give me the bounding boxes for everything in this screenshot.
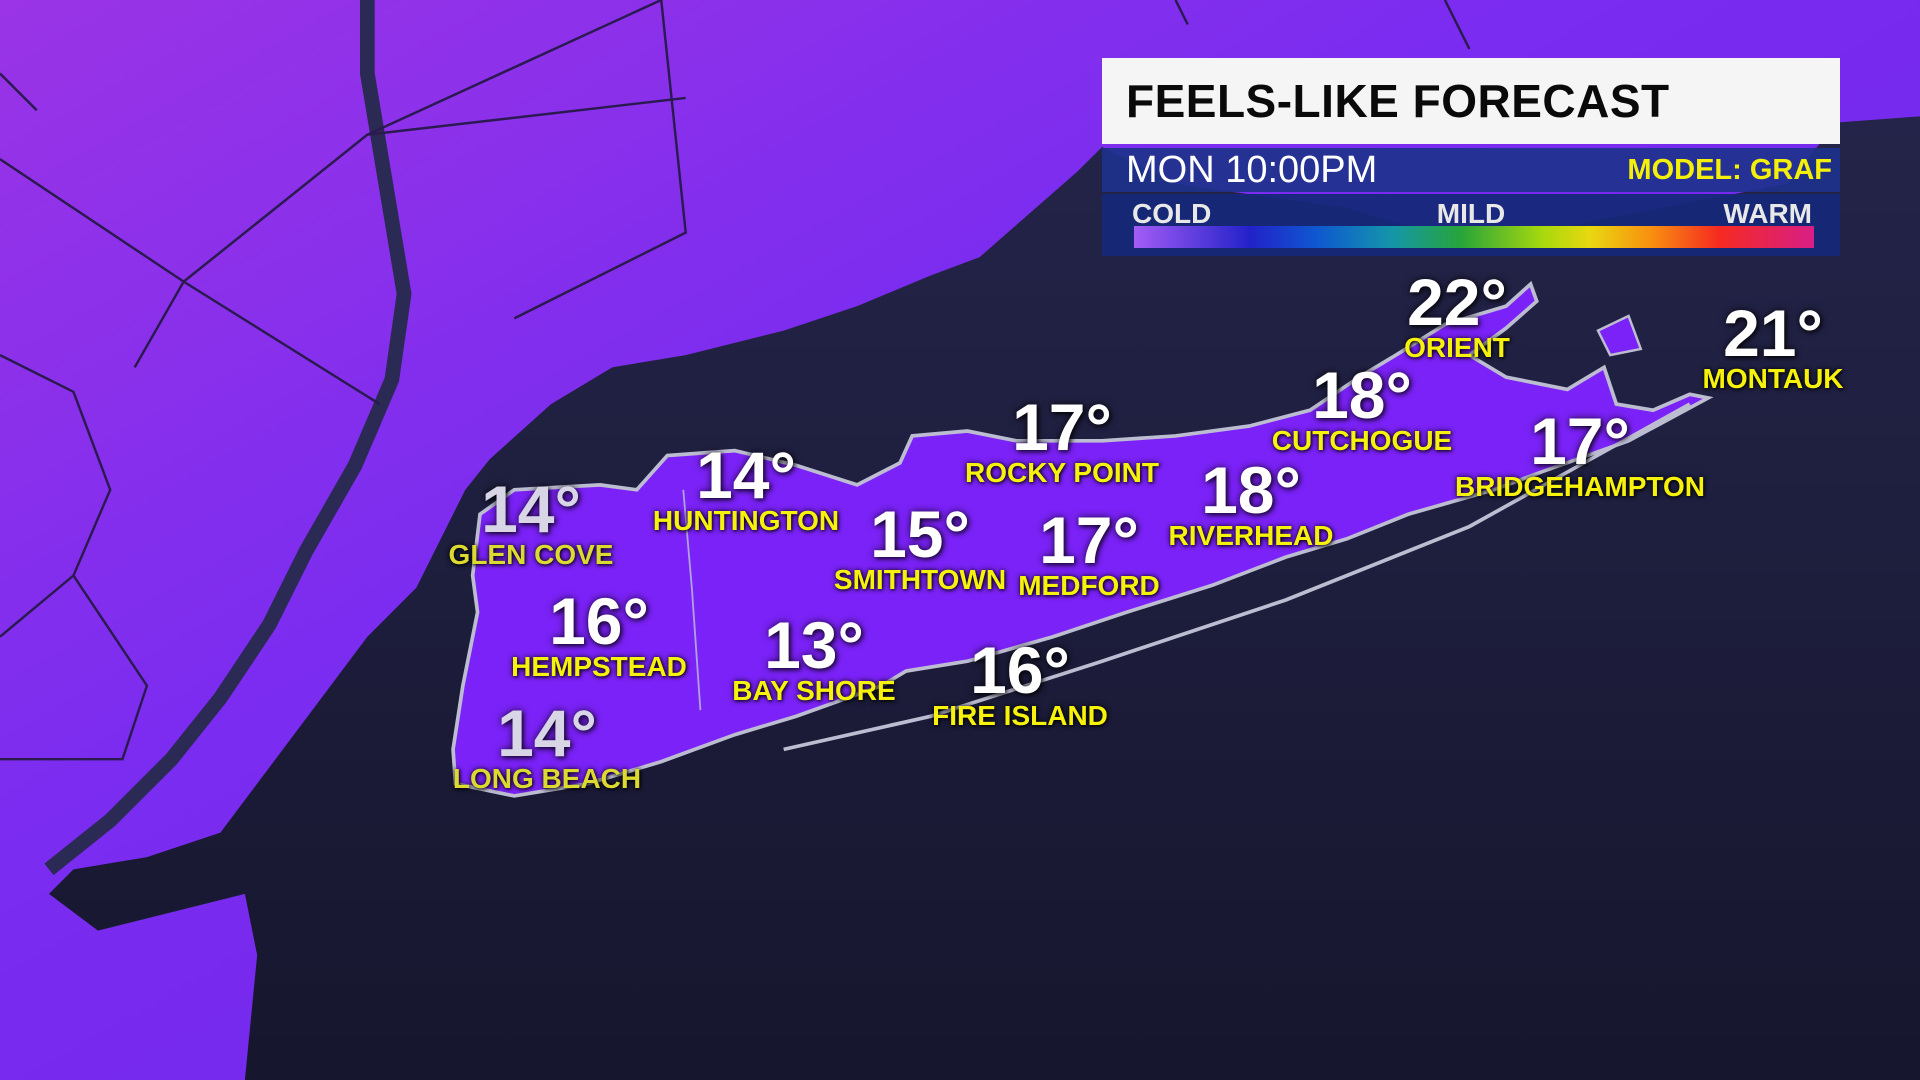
temperature: 17° — [1012, 390, 1112, 464]
temperature: 18° — [1312, 358, 1412, 432]
model-label: MODEL: GRAF — [1627, 153, 1832, 186]
location-name: GLEN COVE — [448, 539, 614, 570]
location-name: MONTAUK — [1702, 363, 1844, 394]
time-bar: MON 10:00PM MODEL: GRAF — [1102, 148, 1840, 192]
location-name: HEMPSTEAD — [511, 651, 687, 682]
temperature: 21° — [1723, 296, 1823, 370]
location-fire-island: 16° FIRE ISLAND — [932, 633, 1108, 731]
location-bay-shore: 13° BAY SHORE — [732, 608, 896, 706]
temperature: 16° — [970, 633, 1070, 707]
scale-mild-label: MILD — [1436, 198, 1506, 229]
location-riverhead: 18° RIVERHEAD — [1168, 453, 1334, 551]
fire-island-barrier — [783, 402, 1691, 752]
location-huntington: 14° HUNTINGTON — [652, 438, 840, 536]
location-name: RIVERHEAD — [1168, 520, 1334, 551]
location-orient: 22° ORIENT — [1404, 265, 1510, 363]
temperature: 14° — [481, 472, 581, 546]
long-island — [451, 280, 1714, 798]
scale-cold-label: COLD — [1132, 198, 1212, 229]
location-name: ORIENT — [1404, 332, 1510, 363]
location-name: CUTCHOGUE — [1271, 425, 1453, 456]
location-long-beach: 14° LONG BEACH — [452, 696, 642, 794]
hudson-river — [44, 0, 412, 876]
scale-warm-label: WARM — [1723, 198, 1812, 229]
location-glen-cove: 14° GLEN COVE — [448, 472, 614, 570]
temperature: 17° — [1530, 404, 1630, 478]
location-name: BAY SHORE — [732, 675, 896, 706]
nassau-suffolk-border — [682, 489, 702, 711]
location-name: BRIDGEHAMPTON — [1455, 471, 1705, 502]
temperature: 18° — [1201, 453, 1301, 527]
orient-island — [1596, 314, 1643, 357]
legend-panel: FEELS-LIKE FORECAST MON 10:00PM MODEL: G… — [1102, 58, 1840, 256]
temperature: 16° — [549, 584, 649, 658]
temperature: 13° — [764, 608, 864, 682]
temperature: 17° — [1039, 503, 1139, 577]
scale-gradient-bar — [1134, 226, 1814, 248]
color-scale: COLD MILD WARM — [1102, 194, 1840, 256]
forecast-time: MON 10:00PM — [1126, 148, 1378, 191]
location-cutchogue: 18° CUTCHOGUE — [1271, 358, 1453, 456]
location-montauk: 21° MONTAUK — [1702, 296, 1844, 394]
location-name: ROCKY POINT — [965, 457, 1159, 488]
location-hempstead: 16° HEMPSTEAD — [511, 584, 687, 682]
location-smithtown: 15° SMITHTOWN — [833, 497, 1007, 595]
temperature: 14° — [696, 438, 796, 512]
location-medford: 17° MEDFORD — [1018, 503, 1160, 601]
location-name: LONG BEACH — [452, 763, 642, 794]
temperature: 22° — [1407, 265, 1507, 339]
location-bridgehampton: 17° BRIDGEHAMPTON — [1455, 404, 1705, 502]
temperature: 15° — [870, 497, 970, 571]
location-name: HUNTINGTON — [652, 505, 840, 536]
location-name: FIRE ISLAND — [932, 700, 1108, 731]
location-name: SMITHTOWN — [833, 564, 1007, 595]
county-borders — [0, 0, 1471, 761]
page-title: FEELS-LIKE FORECAST — [1126, 75, 1670, 127]
temperature: 14° — [497, 696, 597, 770]
location-name: MEDFORD — [1018, 570, 1160, 601]
title-box: FEELS-LIKE FORECAST — [1102, 58, 1840, 144]
location-rocky-point: 17° ROCKY POINT — [965, 390, 1159, 488]
